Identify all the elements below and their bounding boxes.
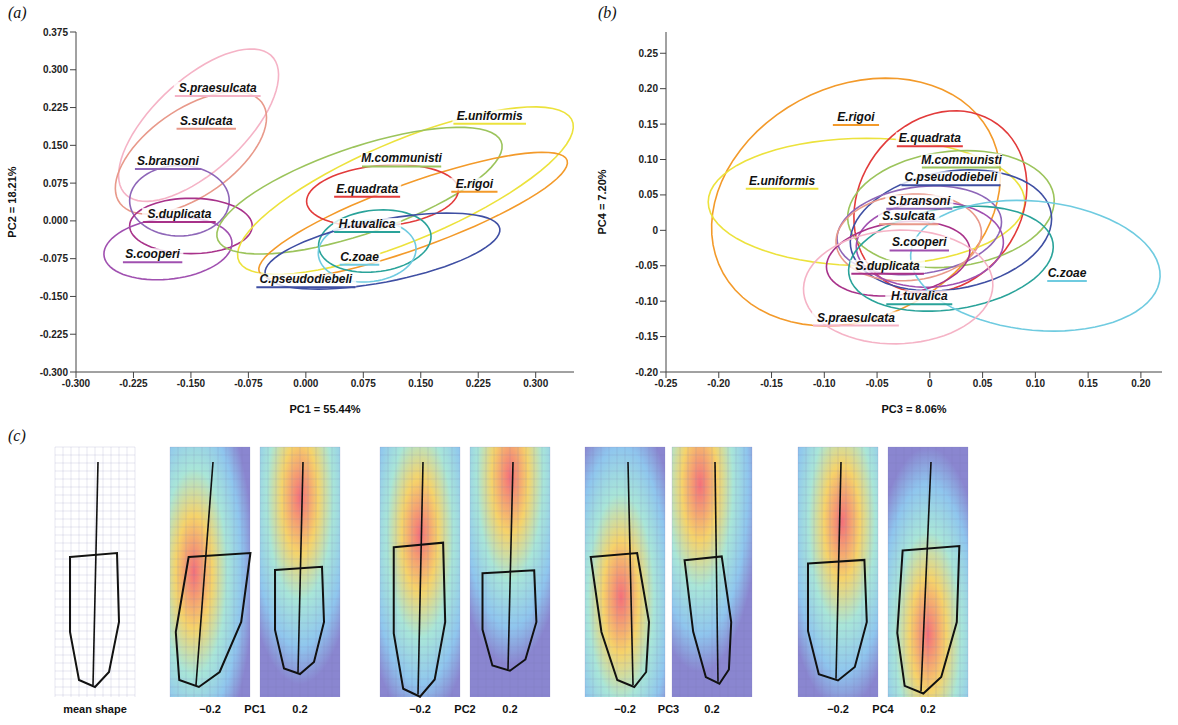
svg-text:(c): (c) bbox=[8, 427, 26, 445]
svg-text:E.uniformis: E.uniformis bbox=[457, 109, 523, 123]
svg-text:E.quadrata: E.quadrata bbox=[899, 131, 961, 145]
svg-text:C.zoae: C.zoae bbox=[1048, 266, 1087, 280]
svg-text:S.praesulcata: S.praesulcata bbox=[179, 81, 257, 95]
svg-text:0.20: 0.20 bbox=[1131, 378, 1151, 389]
svg-text:-0.075: -0.075 bbox=[234, 378, 263, 389]
svg-text:-0.10: -0.10 bbox=[635, 296, 658, 307]
svg-text:S.cooperi: S.cooperi bbox=[125, 247, 180, 261]
svg-text:-0.05: -0.05 bbox=[635, 260, 658, 271]
svg-text:H.tuvalica: H.tuvalica bbox=[339, 217, 396, 231]
svg-text:E.quadrata: E.quadrata bbox=[336, 182, 398, 196]
svg-text:0.05: 0.05 bbox=[973, 378, 993, 389]
svg-text:S.sulcata: S.sulcata bbox=[882, 209, 935, 223]
svg-text:0.225: 0.225 bbox=[466, 378, 491, 389]
svg-text:0.075: 0.075 bbox=[43, 178, 68, 189]
svg-text:0.300: 0.300 bbox=[43, 64, 68, 75]
svg-text:M.communisti: M.communisti bbox=[361, 151, 442, 165]
svg-text:S.duplicata: S.duplicata bbox=[147, 207, 211, 221]
svg-text:0.000: 0.000 bbox=[293, 378, 318, 389]
svg-text:mean shape: mean shape bbox=[63, 703, 127, 715]
svg-text:H.tuvalica: H.tuvalica bbox=[891, 289, 948, 303]
svg-text:-0.20: -0.20 bbox=[707, 378, 730, 389]
svg-text:−0.2: −0.2 bbox=[827, 703, 849, 715]
svg-text:E.rigoi: E.rigoi bbox=[837, 110, 875, 124]
svg-text:0.2: 0.2 bbox=[502, 703, 517, 715]
svg-text:S.praesulcata: S.praesulcata bbox=[817, 311, 895, 325]
svg-text:PC1: PC1 bbox=[244, 703, 265, 715]
svg-text:0.25: 0.25 bbox=[639, 48, 659, 59]
svg-text:0: 0 bbox=[652, 225, 658, 236]
svg-text:-0.20: -0.20 bbox=[635, 367, 658, 378]
svg-text:-0.15: -0.15 bbox=[635, 331, 658, 342]
svg-text:E.rigoi: E.rigoi bbox=[456, 177, 494, 191]
svg-text:PC2: PC2 bbox=[454, 703, 475, 715]
svg-text:C.pseudodiebeli: C.pseudodiebeli bbox=[260, 272, 353, 286]
svg-text:−0.2: −0.2 bbox=[199, 703, 221, 715]
svg-text:-0.150: -0.150 bbox=[177, 378, 206, 389]
svg-text:C.pseudodiebeli: C.pseudodiebeli bbox=[905, 170, 998, 184]
html-text:(a): (a) bbox=[8, 4, 27, 21]
svg-text:M.communisti: M.communisti bbox=[921, 153, 1002, 167]
svg-text:−0.2: −0.2 bbox=[409, 703, 431, 715]
svg-text:-0.150: -0.150 bbox=[40, 291, 69, 302]
svg-text:S.duplicata: S.duplicata bbox=[856, 259, 920, 273]
svg-text:PC3 = 8.06%: PC3 = 8.06% bbox=[881, 403, 946, 415]
svg-text:-0.05: -0.05 bbox=[866, 378, 889, 389]
svg-text:C.zoae: C.zoae bbox=[340, 250, 379, 264]
svg-text:0.225: 0.225 bbox=[43, 102, 68, 113]
svg-text:0.2: 0.2 bbox=[292, 703, 307, 715]
svg-text:PC2 = 18.21%: PC2 = 18.21% bbox=[6, 166, 18, 237]
svg-text:0.2: 0.2 bbox=[704, 703, 719, 715]
svg-text:0.15: 0.15 bbox=[1078, 378, 1098, 389]
svg-text:0.150: 0.150 bbox=[43, 140, 68, 151]
svg-text:0.2: 0.2 bbox=[920, 703, 935, 715]
svg-text:S.bransoni: S.bransoni bbox=[137, 154, 200, 168]
svg-text:PC4: PC4 bbox=[872, 703, 894, 715]
svg-text:0.10: 0.10 bbox=[639, 154, 659, 165]
svg-text:S.bransoni: S.bransoni bbox=[888, 194, 951, 208]
svg-text:0.000: 0.000 bbox=[43, 215, 68, 226]
svg-text:0.375: 0.375 bbox=[43, 27, 68, 38]
svg-text:−0.2: −0.2 bbox=[614, 703, 636, 715]
svg-text:0.15: 0.15 bbox=[639, 119, 659, 130]
svg-text:0.150: 0.150 bbox=[408, 378, 433, 389]
svg-text:0.10: 0.10 bbox=[1026, 378, 1046, 389]
svg-text:-0.300: -0.300 bbox=[62, 378, 91, 389]
svg-text:0.075: 0.075 bbox=[351, 378, 376, 389]
html-text:(b): (b) bbox=[598, 4, 617, 21]
svg-text:E.uniformis: E.uniformis bbox=[749, 174, 815, 188]
svg-text:0.05: 0.05 bbox=[639, 189, 659, 200]
svg-text:-0.300: -0.300 bbox=[40, 367, 69, 378]
svg-text:PC3: PC3 bbox=[658, 703, 679, 715]
svg-text:-0.15: -0.15 bbox=[760, 378, 783, 389]
svg-text:PC1 = 55.44%: PC1 = 55.44% bbox=[289, 403, 360, 415]
svg-text:0: 0 bbox=[927, 378, 933, 389]
svg-text:S.cooperi: S.cooperi bbox=[892, 235, 947, 249]
svg-text:-0.225: -0.225 bbox=[40, 329, 69, 340]
svg-text:PC4 = 7.20%: PC4 = 7.20% bbox=[596, 169, 608, 234]
svg-text:-0.10: -0.10 bbox=[813, 378, 836, 389]
svg-text:0.300: 0.300 bbox=[523, 378, 548, 389]
svg-text:-0.25: -0.25 bbox=[655, 378, 678, 389]
svg-text:S.sulcata: S.sulcata bbox=[180, 114, 233, 128]
svg-text:-0.225: -0.225 bbox=[119, 378, 148, 389]
svg-text:-0.075: -0.075 bbox=[40, 253, 69, 264]
svg-text:0.20: 0.20 bbox=[639, 83, 659, 94]
